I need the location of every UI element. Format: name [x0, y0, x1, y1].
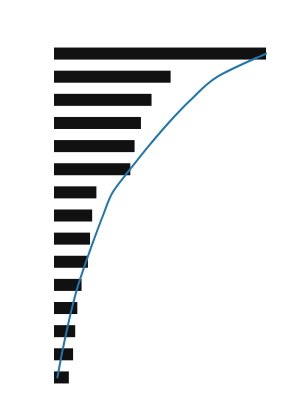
bar — [54, 48, 266, 60]
bar — [54, 186, 96, 198]
background — [0, 0, 301, 418]
bar — [54, 325, 75, 337]
chart — [0, 0, 301, 418]
plot-area — [54, 48, 266, 384]
bar — [54, 233, 90, 245]
bar — [54, 140, 135, 152]
bar — [54, 371, 69, 383]
bar — [54, 94, 152, 106]
cumulative-line — [57, 54, 266, 378]
bar — [54, 209, 92, 221]
bar — [54, 163, 130, 175]
bar — [54, 71, 171, 83]
bar — [54, 256, 88, 268]
bar — [54, 117, 141, 129]
